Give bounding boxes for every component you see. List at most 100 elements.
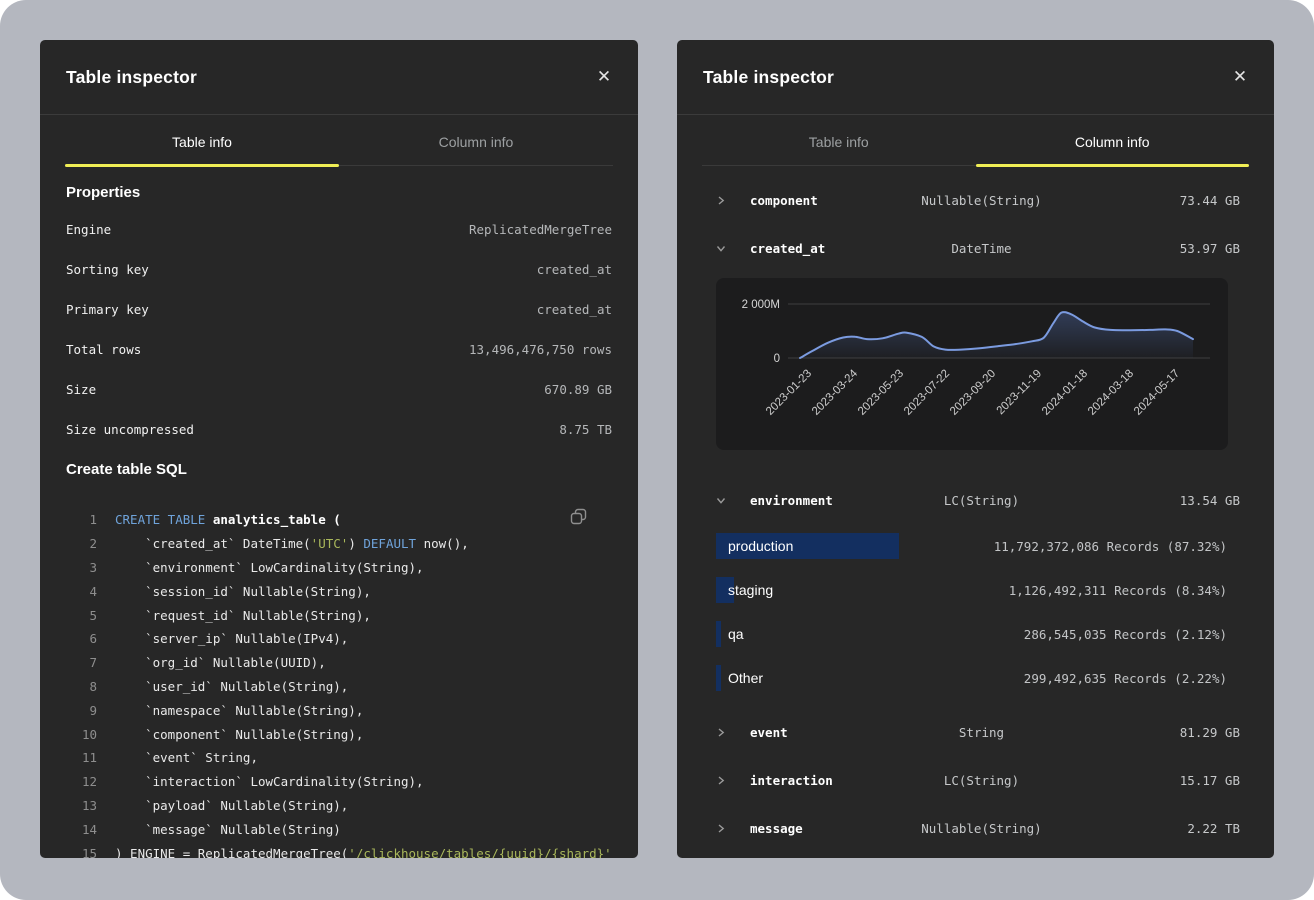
sql-line-number: 13	[81, 797, 97, 813]
modal-title: Table inspector	[66, 66, 198, 87]
column-type: LC(String)	[943, 492, 1020, 508]
property-label: Size	[66, 381, 97, 397]
column-row-environment[interactable]: environment LC(String) 13.54 GB	[677, 476, 1274, 524]
sql-line: 1 CREATE TABLE analytics_table (	[66, 508, 612, 532]
column-name: environment	[750, 492, 833, 508]
sql-line-number: 9	[89, 702, 97, 718]
copy-icon	[570, 508, 586, 525]
column-name: event	[750, 724, 788, 740]
property-value: 670.89 GB	[544, 381, 612, 397]
column-type: Nullable(String)	[921, 820, 1042, 836]
sql-code-text: `session_id` Nullable(String),	[115, 583, 371, 599]
column-type: LC(String)	[943, 772, 1020, 788]
value-frequency-bar	[716, 621, 721, 647]
property-label: Primary key	[66, 301, 149, 317]
chevron-down-icon[interactable]	[716, 242, 728, 254]
value-frequency-bar	[716, 665, 721, 691]
sql-line: 8 `user_id` Nullable(String),	[66, 675, 612, 699]
tab-table-info[interactable]: Table info	[702, 115, 976, 165]
close-button[interactable]: ✕	[1224, 61, 1256, 93]
modal-header: Table inspector ✕	[40, 40, 638, 115]
column-row-message[interactable]: message Nullable(String) 2.22 TB	[677, 804, 1274, 852]
column-name: component	[750, 192, 818, 208]
sql-line: 10 `component` Nullable(String),	[66, 722, 612, 746]
table-inspector-modal-left: Table inspector ✕ Table info Column info…	[40, 40, 638, 858]
sql-line-number: 3	[89, 559, 97, 575]
column-type: String	[958, 724, 1005, 740]
create-table-sql-heading: Create table SQL	[66, 461, 187, 478]
created-at-distribution-chart: 2 000M 0 2023-01-23 2023-03-24 2023-05-23 202…	[716, 278, 1228, 450]
sql-line-number: 7	[89, 655, 97, 671]
chevron-right-icon[interactable]	[716, 194, 728, 206]
x-tick-label: 2023-01-23	[764, 368, 814, 418]
property-row-sorting-key: Sorting key created_at	[66, 249, 612, 289]
sql-code-text: `payload` Nullable(String),	[115, 797, 349, 813]
column-size: 15.17 GB	[1179, 772, 1240, 788]
env-value-label: qa	[728, 626, 744, 642]
close-icon: ✕	[596, 67, 612, 86]
value-frequency-bar	[716, 533, 899, 559]
sql-line: 4 `session_id` Nullable(String),	[66, 579, 612, 603]
sql-code-block: 1 CREATE TABLE analytics_table ( 2 `create…	[66, 492, 612, 858]
column-size: 73.44 GB	[1179, 192, 1240, 208]
x-tick-label: 2024-05-17	[1132, 368, 1182, 418]
property-label: Engine	[66, 221, 112, 237]
property-value: ReplicatedMergeTree	[469, 221, 612, 237]
env-value-row-other: Other 299,492,635 Records (2.22%)	[677, 656, 1274, 700]
sql-code-text: `message` Nullable(String)	[115, 821, 341, 837]
column-name: created_at	[750, 240, 826, 256]
tab-column-info[interactable]: Column info	[339, 115, 613, 165]
chevron-right-icon[interactable]	[716, 726, 728, 738]
column-row-interaction[interactable]: interaction LC(String) 15.17 GB	[677, 756, 1274, 804]
sql-line-number: 2	[89, 536, 97, 552]
property-row-size: Size 670.89 GB	[66, 369, 612, 409]
sql-line-number: 4	[89, 583, 97, 599]
sql-line: 13 `payload` Nullable(String),	[66, 794, 612, 818]
column-row-component[interactable]: component Nullable(String) 73.44 GB	[677, 176, 1274, 224]
property-value: 13,496,476,750 rows	[469, 341, 612, 357]
sql-line: 15) ENGINE = ReplicatedMergeTree('/click…	[66, 841, 612, 858]
sql-code-text: `created_at` DateTime('UTC') DEFAULT now…	[115, 536, 469, 552]
table-info-content: Properties Engine ReplicatedMergeTree So…	[40, 184, 638, 858]
sql-line-number: 5	[89, 607, 97, 623]
chevron-right-icon[interactable]	[716, 822, 728, 834]
x-tick-label: 2023-07-22	[902, 368, 952, 418]
column-name: interaction	[750, 772, 833, 788]
chevron-down-icon[interactable]	[716, 494, 728, 506]
close-button[interactable]: ✕	[588, 61, 620, 93]
value-frequency-bar	[716, 577, 734, 603]
sql-code-text: `server_ip` Nullable(IPv4),	[115, 631, 349, 647]
sql-line: 6 `server_ip` Nullable(IPv4),	[66, 627, 612, 651]
sql-line-number: 11	[81, 750, 97, 766]
x-tick-label: 2023-05-23	[856, 368, 906, 418]
column-row-event[interactable]: event String 81.29 GB	[677, 708, 1274, 756]
env-value-row-qa: qa 286,545,035 Records (2.12%)	[677, 612, 1274, 656]
tab-table-info[interactable]: Table info	[65, 115, 339, 167]
column-row-created-at[interactable]: created_at DateTime 53.97 GB	[677, 224, 1274, 272]
tab-column-info[interactable]: Column info	[975, 115, 1250, 167]
property-row-total-rows: Total rows 13,496,476,750 rows	[66, 329, 612, 369]
sql-line-number: 14	[81, 821, 97, 837]
sql-code-text: CREATE TABLE analytics_table (	[115, 512, 341, 528]
x-tick-label: 2024-01-18	[1040, 368, 1090, 418]
close-icon: ✕	[1232, 67, 1248, 86]
sql-line-number: 1	[89, 512, 97, 528]
x-tick-label: 2023-11-19	[995, 368, 1044, 417]
env-value-records: 299,492,635 Records (2.22%)	[1023, 670, 1227, 686]
sql-code-text: `environment` LowCardinality(String),	[115, 559, 424, 575]
y-tick-label: 2 000M	[742, 299, 780, 311]
sql-line-number: 10	[81, 726, 97, 742]
sql-line-number: 8	[89, 678, 97, 694]
env-value-row-production: production 11,792,372,086 Records (87.32…	[677, 524, 1274, 568]
env-value-label: Other	[728, 670, 764, 686]
sql-line: 7 `org_id` Nullable(UUID),	[66, 651, 612, 675]
chevron-right-icon[interactable]	[716, 774, 728, 786]
properties-heading: Properties	[66, 184, 141, 201]
copy-button[interactable]	[566, 506, 590, 530]
env-value-label: production	[728, 538, 794, 554]
column-size: 81.29 GB	[1179, 724, 1240, 740]
sql-lines: 1 CREATE TABLE analytics_table ( 2 `create…	[66, 508, 612, 858]
property-row-size-uncompressed: Size uncompressed 8.75 TB	[66, 409, 612, 449]
tab-bar: Table info Column info	[65, 115, 613, 167]
